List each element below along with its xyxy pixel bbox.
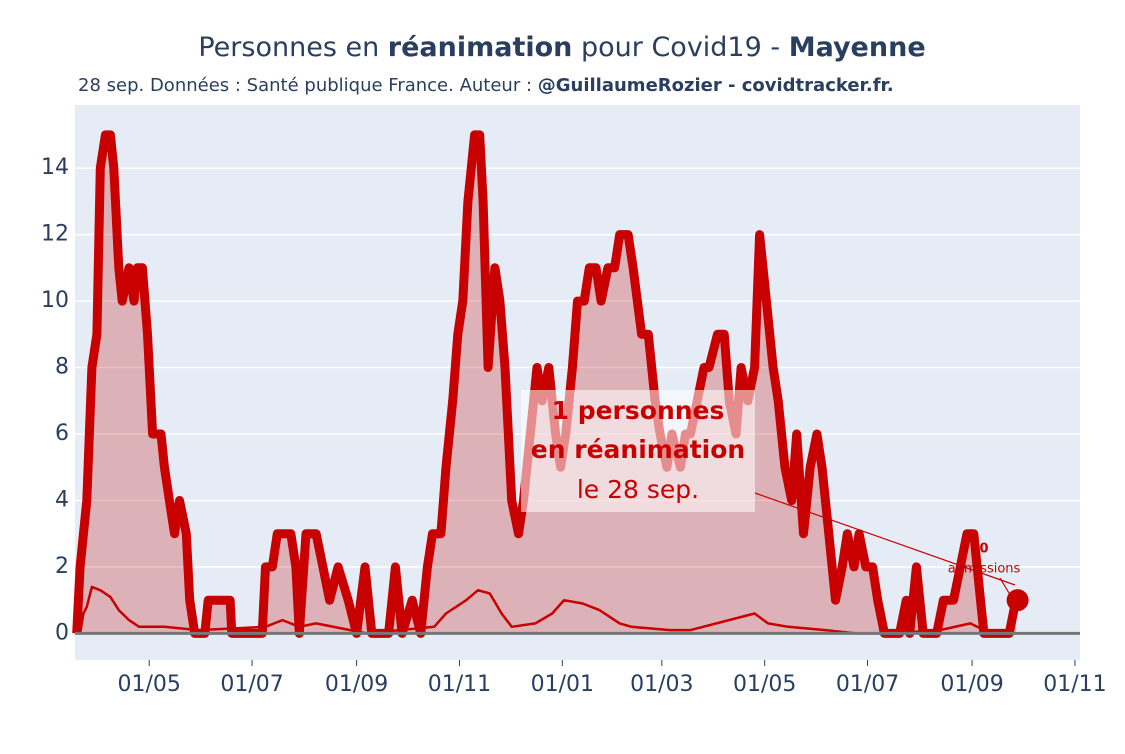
annotation-text: en réanimation xyxy=(531,435,745,464)
x-tick-label: 01/07 xyxy=(220,672,283,697)
y-tick-label: 14 xyxy=(41,155,69,180)
x-tick-label: 01/11 xyxy=(1043,672,1106,697)
plot xyxy=(72,130,1080,638)
y-tick-label: 4 xyxy=(55,487,69,512)
subtitle-part: @GuillaumeRozier - covidtracker.fr. xyxy=(538,75,894,96)
y-tick-label: 12 xyxy=(41,222,69,247)
admissions-text: 0 xyxy=(979,542,988,557)
thin-line xyxy=(78,585,1018,635)
annotation-text: 1 personnes xyxy=(552,396,725,425)
annotation-arrow xyxy=(999,577,1013,599)
subtitle: 28 sep. Données : Santé publique France.… xyxy=(78,75,894,96)
title-part: Mayenne xyxy=(789,32,926,63)
y-tick-label: 10 xyxy=(41,288,69,313)
x-tick-label: 01/11 xyxy=(428,672,491,697)
y-tick-label: 6 xyxy=(55,421,69,446)
x-tick-label: 01/09 xyxy=(325,672,388,697)
x-tick-label: 01/01 xyxy=(531,672,594,697)
x-tick-label: 01/07 xyxy=(836,672,899,697)
chart-title: Personnes en réanimation pour Covid19 - … xyxy=(198,32,925,63)
title-part: réanimation xyxy=(388,32,573,63)
title-part: Personnes en xyxy=(198,32,387,63)
admissions-text: admissions xyxy=(948,562,1021,577)
x-tick-label: 01/05 xyxy=(117,672,180,697)
last-point xyxy=(1006,589,1029,612)
y-tick-label: 8 xyxy=(55,355,69,380)
x-tick-label: 01/03 xyxy=(630,672,693,697)
y-tick-label: 0 xyxy=(55,620,69,645)
y-tick-label: 2 xyxy=(55,554,69,579)
x-tick-label: 01/05 xyxy=(733,672,796,697)
annotation-text: le 28 sep. xyxy=(577,475,699,504)
title-part: pour Covid19 - xyxy=(572,32,788,63)
x-tick-label: 01/09 xyxy=(940,672,1003,697)
subtitle-part: 28 sep. Données : Santé publique France.… xyxy=(78,75,538,96)
annotation-arrow xyxy=(754,492,1016,586)
annotation-box xyxy=(521,390,755,512)
